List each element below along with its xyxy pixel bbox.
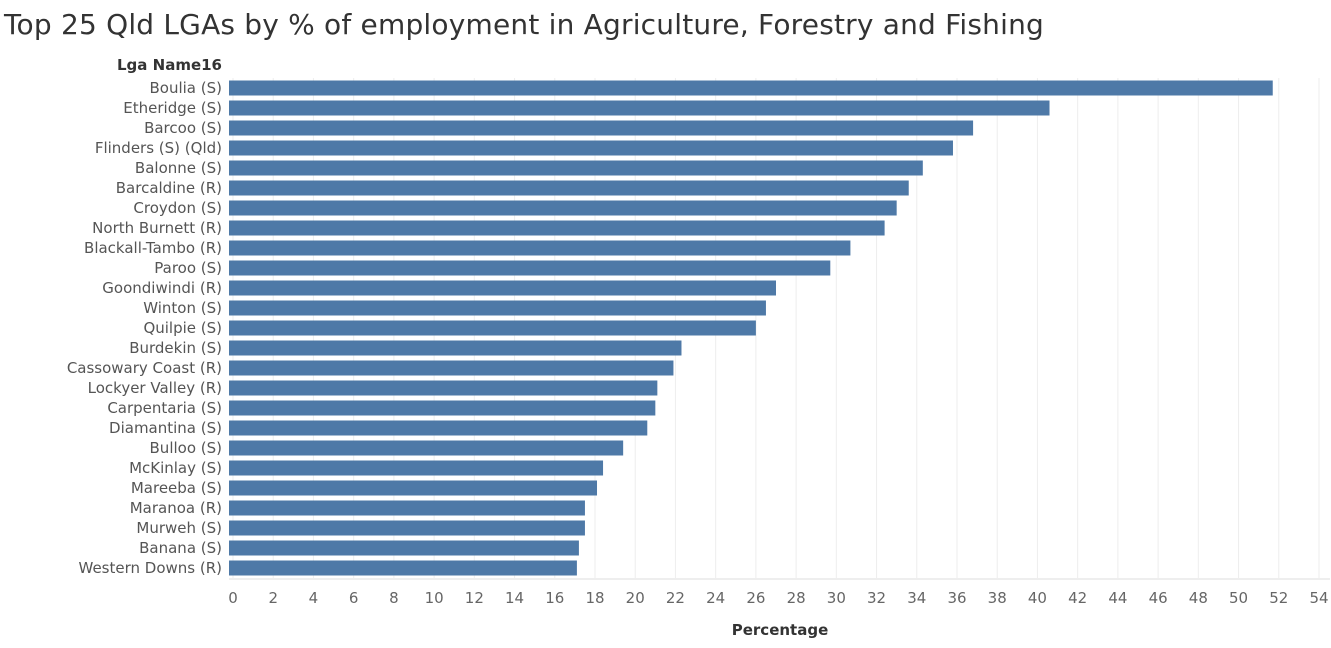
x-tick-label: 10 bbox=[425, 589, 444, 607]
row-header-label: Lga Name16 bbox=[117, 56, 222, 74]
category-label: Lockyer Valley (R) bbox=[88, 379, 222, 397]
bar bbox=[229, 120, 974, 136]
x-tick-label: 16 bbox=[545, 589, 564, 607]
bar bbox=[229, 140, 953, 156]
category-label: Barcoo (S) bbox=[144, 119, 222, 137]
bar bbox=[229, 440, 624, 456]
bar bbox=[229, 400, 656, 416]
bar bbox=[229, 100, 1050, 116]
x-tick-label: 26 bbox=[746, 589, 765, 607]
x-tick-label: 8 bbox=[389, 589, 399, 607]
category-label: Western Downs (R) bbox=[79, 559, 223, 577]
x-tick-label: 44 bbox=[1108, 589, 1127, 607]
category-label: Barcaldine (R) bbox=[116, 179, 222, 197]
x-tick-label: 4 bbox=[309, 589, 319, 607]
category-label: Croydon (S) bbox=[133, 199, 222, 217]
bar bbox=[229, 280, 776, 296]
category-label: Paroo (S) bbox=[154, 259, 222, 277]
bar bbox=[229, 540, 579, 556]
x-tick-label: 30 bbox=[827, 589, 846, 607]
x-tick-label: 12 bbox=[465, 589, 484, 607]
bar bbox=[229, 460, 604, 476]
x-tick-label: 0 bbox=[228, 589, 238, 607]
chart-title: Top 25 Qld LGAs by % of employment in Ag… bbox=[4, 8, 1045, 41]
bar bbox=[229, 220, 885, 236]
category-label: North Burnett (R) bbox=[92, 219, 222, 237]
bar bbox=[229, 80, 1273, 96]
category-label: Boulia (S) bbox=[150, 79, 223, 97]
bar bbox=[229, 500, 585, 516]
category-label: Maranoa (R) bbox=[130, 499, 222, 517]
bar bbox=[229, 260, 831, 276]
bar bbox=[229, 240, 851, 256]
category-label: Etheridge (S) bbox=[123, 99, 222, 117]
x-tick-label: 34 bbox=[907, 589, 926, 607]
x-axis-title: Percentage bbox=[732, 621, 829, 639]
bar bbox=[229, 560, 577, 576]
x-tick-labels: 0 2 4 6 8 10 12 14 16 18 20 22 24 26 28 30 32 34 36 38 40 42 4… bbox=[228, 589, 1328, 607]
x-tick-label: 22 bbox=[666, 589, 685, 607]
x-tick-label: 18 bbox=[585, 589, 604, 607]
x-tick-label: 42 bbox=[1068, 589, 1087, 607]
x-tick-label: 6 bbox=[349, 589, 359, 607]
x-tick-label: 40 bbox=[1028, 589, 1047, 607]
bar bbox=[229, 300, 766, 316]
x-tick-label: 50 bbox=[1229, 589, 1248, 607]
bar bbox=[229, 480, 598, 496]
bar bbox=[229, 160, 923, 176]
category-label: Murweh (S) bbox=[136, 519, 222, 537]
category-label: Diamantina (S) bbox=[109, 419, 222, 437]
bar bbox=[229, 180, 909, 196]
bar bbox=[229, 200, 897, 216]
category-label: Goondiwindi (R) bbox=[102, 279, 222, 297]
category-label: Winton (S) bbox=[143, 299, 222, 317]
bar bbox=[229, 340, 682, 356]
x-tick-label: 38 bbox=[988, 589, 1007, 607]
x-tick-label: 48 bbox=[1189, 589, 1208, 607]
x-tick-label: 20 bbox=[626, 589, 645, 607]
x-tick-label: 36 bbox=[947, 589, 966, 607]
x-tick-label: 54 bbox=[1309, 589, 1328, 607]
category-labels: Boulia (S) Etheridge (S) Barcoo (S) Flinder… bbox=[67, 79, 222, 577]
x-tick-label: 14 bbox=[505, 589, 524, 607]
category-label: Balonne (S) bbox=[135, 159, 222, 177]
x-tick-label: 28 bbox=[787, 589, 806, 607]
bar bbox=[229, 420, 648, 436]
category-label: Blackall-Tambo (R) bbox=[84, 239, 222, 257]
category-label: Bulloo (S) bbox=[150, 439, 222, 457]
category-label: Burdekin (S) bbox=[129, 339, 222, 357]
category-label: Flinders (S) (Qld) bbox=[95, 139, 222, 157]
x-tick-label: 46 bbox=[1149, 589, 1168, 607]
x-tick-label: 52 bbox=[1269, 589, 1288, 607]
bar bbox=[229, 320, 756, 336]
category-label: McKinlay (S) bbox=[129, 459, 222, 477]
category-label: Carpentaria (S) bbox=[107, 399, 222, 417]
bars bbox=[229, 80, 1273, 576]
x-tick-label: 2 bbox=[268, 589, 278, 607]
category-label: Mareeba (S) bbox=[131, 479, 222, 497]
bar bbox=[229, 380, 658, 396]
bar bbox=[229, 520, 585, 536]
category-label: Quilpie (S) bbox=[143, 319, 222, 337]
category-label: Banana (S) bbox=[139, 539, 222, 557]
category-label: Cassowary Coast (R) bbox=[67, 359, 222, 377]
bar bbox=[229, 360, 674, 376]
x-tick-label: 32 bbox=[867, 589, 886, 607]
x-tick-label: 24 bbox=[706, 589, 725, 607]
